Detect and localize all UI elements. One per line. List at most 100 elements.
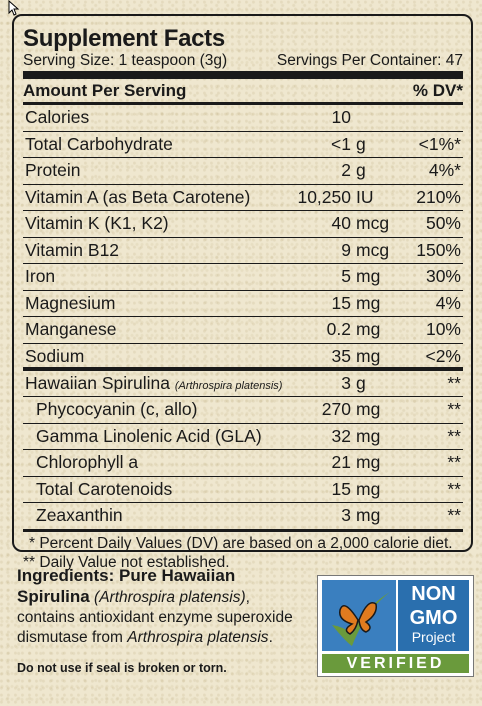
nutrient-amount: 9	[341, 239, 351, 260]
nutrient-name: Chlorophyll a	[36, 452, 139, 472]
nutrient-row: Vitamin K (K1, K2) 40 mcg 50%	[23, 211, 463, 238]
serving-size: Serving Size: 1 teaspoon (3g)	[23, 52, 228, 69]
nutrient-row: Vitamin A (as Beta Carotene) 10,250 IU 210%	[23, 185, 463, 211]
non-gmo-badge: NON GMO Project VERIFIED	[317, 575, 474, 677]
nutrient-amount: 0.2	[326, 319, 351, 339]
nutrient-amount: 10	[331, 107, 351, 127]
nutrient-amount: 3	[341, 505, 351, 525]
supplement-facts-panel: Supplement Facts Serving Size: 1 teaspoo…	[12, 14, 473, 571]
nutrient-amount: 15	[331, 292, 351, 313]
header-amount: Amount Per Serving	[23, 81, 187, 100]
nutrient-unit: mcg	[356, 239, 390, 260]
badge-gmo: GMO	[409, 607, 458, 629]
nutrient-name: Total Carotenoids	[36, 478, 173, 499]
nutrient-unit: mg	[356, 319, 381, 339]
nutrient-name: Vitamin B12	[25, 239, 120, 260]
nutrient-row: Total Carotenoids 15 mg **	[23, 477, 463, 503]
nutrient-dv: 30%	[425, 266, 461, 286]
nutrient-unit: IU	[356, 186, 374, 207]
nutrient-dv: 50%	[425, 213, 461, 233]
mouse-cursor-icon	[8, 0, 20, 16]
butterfly-check-icon	[322, 580, 396, 651]
nutrient-unit: mg	[356, 505, 381, 525]
footnote-dv: * Percent Daily Values (DV) are based on…	[29, 534, 453, 552]
seal-warning: Do not use if seal is broken or torn.	[17, 661, 227, 675]
nutrient-row: Phycocyanin (c, allo) 270 mg **	[23, 397, 463, 424]
nutrient-amount: 35	[331, 345, 351, 366]
ingredients-label: Ingredients: Pure Hawaiian Spirulina	[17, 566, 236, 606]
nutrient-name: Gamma Linolenic Acid (GLA)	[36, 425, 262, 446]
nutrient-amount: 32	[331, 425, 351, 446]
nutrient-name: Phycocyanin (c, allo)	[36, 399, 198, 419]
nutrient-unit: mg	[356, 266, 381, 286]
nutrient-unit: mg	[356, 452, 381, 472]
nutrient-dv: **	[447, 399, 461, 419]
nutrient-dv: 4%	[435, 292, 461, 313]
nutrient-amount: 2	[341, 160, 351, 180]
nutrient-amount: 10,250	[297, 186, 351, 207]
badge-project: Project	[411, 629, 456, 645]
header-dv: % DV*	[412, 81, 463, 100]
badge-verified: VERIFIED	[322, 654, 469, 673]
nutrient-name: Vitamin A (as Beta Carotene)	[25, 186, 251, 207]
nutrient-unit: g	[356, 133, 366, 154]
nutrient-amount: 270	[321, 399, 351, 419]
nutrient-row: Iron 5 mg 30%	[23, 264, 463, 291]
nutrient-dv: 4%*	[428, 160, 461, 180]
nutrient-name: Protein	[25, 160, 81, 180]
nutrient-unit: mg	[356, 345, 381, 366]
nutrient-dv: 10%	[425, 319, 461, 339]
nutrient-row: Sodium 35 mg <2%	[23, 344, 463, 371]
nutrient-unit: mg	[356, 478, 381, 499]
nutrient-row: Gamma Linolenic Acid (GLA) 32 mg **	[23, 424, 463, 450]
footnote-not-established: ** Daily Value not established.	[23, 553, 230, 571]
nutrient-name: Calories	[25, 107, 90, 127]
ingredients-latin: (Arthrospira platensis)	[94, 589, 246, 606]
nutrient-unit: mg	[356, 425, 381, 446]
nutrient-row: Zeaxanthin 3 mg **	[23, 503, 463, 529]
nutrient-dv: <1%*	[418, 133, 461, 154]
nutrient-row: Vitamin B12 9 mcg 150%	[23, 238, 463, 264]
non-gmo-text: NON GMO Project	[398, 580, 469, 651]
nutrient-name: Manganese	[25, 319, 117, 339]
nutrient-dv: 150%	[416, 239, 461, 260]
nutrient-latin: (Arthrospira platensis)	[174, 379, 283, 392]
nutrient-amount: 21	[331, 452, 351, 472]
nutrient-amount: 5	[341, 266, 351, 286]
nutrient-amount: 3	[341, 372, 351, 393]
serving-info: Serving Size: 1 teaspoon (3g) Servings P…	[23, 52, 463, 79]
nutrient-row: Protein 2 g 4%*	[23, 158, 463, 185]
nutrient-dv: <2%	[425, 345, 461, 366]
nutrient-name: Iron	[25, 266, 56, 286]
nutrient-unit: g	[356, 160, 366, 180]
nutrient-unit: g	[356, 372, 366, 393]
nutrient-name: Magnesium	[25, 292, 116, 313]
nutrient-name: Zeaxanthin	[36, 505, 123, 525]
nutrient-row: Total Carbohydrate <1 g <1%*	[23, 132, 463, 158]
footnotes: * Percent Daily Values (DV) are based on…	[23, 528, 463, 572]
nutrient-name: Total Carbohydrate	[25, 133, 173, 154]
nutrient-unit: mg	[356, 399, 381, 419]
nutrient-row: Manganese 0.2 mg 10%	[23, 317, 463, 344]
badge-non: NON	[411, 583, 456, 605]
nutrient-dv: 210%	[416, 186, 461, 207]
nutrient-amount: 15	[331, 478, 351, 499]
nutrient-row: Calories 10	[23, 105, 463, 132]
nutrient-dv: **	[447, 478, 461, 499]
nutrient-rows: Calories 10 Total Carbohydrate <1 g <1%* Prote…	[23, 105, 463, 529]
ingredients-latin-2: Arthrospira platensis	[127, 629, 269, 646]
nutrient-amount: <1	[331, 133, 351, 154]
nutrient-dv: **	[447, 425, 461, 446]
nutrient-dv: **	[447, 452, 461, 472]
nutrient-row: Magnesium 15 mg 4%	[23, 291, 463, 317]
nutrient-name: Vitamin K (K1, K2)	[25, 213, 169, 233]
ingredients-body: , contains antioxidant enzyme superoxide…	[17, 589, 293, 646]
nutrient-row: Chlorophyll a 21 mg **	[23, 450, 463, 477]
nutrient-name: Sodium	[25, 345, 85, 366]
nutrient-dv: **	[447, 505, 461, 525]
nutrient-dv: **	[447, 372, 461, 393]
table-header: Amount Per Serving % DV*	[23, 79, 463, 105]
nutrient-unit: mcg	[356, 213, 390, 233]
ingredients-end: .	[268, 629, 273, 646]
nutrient-amount: 40	[331, 213, 351, 233]
